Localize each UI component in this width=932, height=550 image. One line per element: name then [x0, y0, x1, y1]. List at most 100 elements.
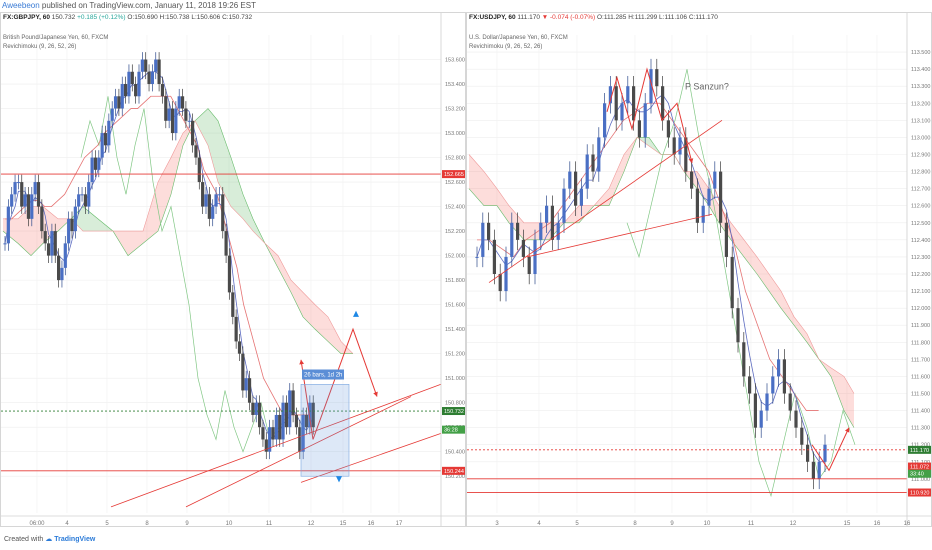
quote-line: FX:GBPJPY, 60 150.732 +0.185 (+0.12%) O:…	[3, 14, 252, 22]
chart-pane-gbpjpy[interactable]: FX:GBPJPY, 60 150.732 +0.185 (+0.12%) O:…	[0, 12, 466, 527]
candle-body	[57, 255, 61, 281]
ichimoku-cloud-segment	[315, 304, 328, 342]
candle-body	[36, 182, 41, 207]
ichimoku-cloud-segment	[609, 154, 624, 206]
chart-canvas[interactable]: 153.600 153.400 153.200 153.000 152.800 152.6…	[1, 13, 466, 527]
candle-body	[6, 206, 10, 244]
candle-body	[16, 182, 20, 184]
candle-body	[811, 461, 815, 479]
indicator-label[interactable]: Revichimoku (9, 26, 52, 26)	[469, 44, 543, 50]
price-axis-tick: 111.900	[911, 323, 930, 329]
candle-body	[194, 145, 198, 158]
brand-name[interactable]: TradingView	[54, 536, 96, 543]
price-change: +0.185 (+0.12%)	[77, 14, 126, 21]
price-label-text: 111.170	[910, 448, 929, 454]
time-axis-tick: 17	[396, 521, 403, 527]
ichimoku-cloud-segment	[291, 280, 303, 317]
candle-body	[730, 256, 734, 309]
candle-body	[140, 59, 144, 72]
ichimoku-cloud-segment	[231, 157, 243, 219]
time-axis-tick: 15	[340, 521, 347, 527]
candle-body	[154, 59, 158, 72]
candle-body	[817, 461, 821, 479]
indicator-label[interactable]: Revichimoku (9, 26, 52, 26)	[3, 44, 77, 50]
ichimoku-cloud-segment	[278, 255, 291, 293]
time-axis-tick: 8	[145, 521, 149, 527]
symbol-label[interactable]: FX:GBPJPY, 60	[3, 14, 50, 21]
time-axis-tick: 16	[904, 521, 911, 527]
measure-box	[300, 384, 350, 477]
candle-body	[759, 410, 763, 428]
price-axis-tick: 111.400	[911, 409, 930, 415]
ichimoku-cloud-segment	[697, 171, 709, 206]
author-link[interactable]: Aweebeon	[2, 1, 40, 10]
candle-body	[244, 378, 248, 391]
candle-body	[100, 133, 104, 158]
time-axis-tick: 10	[226, 521, 233, 527]
candle-body	[291, 390, 295, 415]
candle-body	[113, 96, 118, 109]
candle-body	[87, 182, 91, 207]
ichimoku-cloud-segment	[781, 291, 794, 326]
symbol-label[interactable]: FX:USDJPY, 60	[469, 14, 516, 21]
span-b-line	[468, 137, 855, 394]
price-label-box	[908, 469, 931, 478]
price-label-text: 36:28	[444, 428, 458, 434]
time-axis-tick: 11	[266, 521, 273, 527]
candle-body	[298, 427, 302, 452]
candle-body	[174, 108, 178, 134]
price-label-box	[908, 462, 931, 471]
candle-body	[10, 194, 14, 207]
arrowhead	[844, 427, 850, 433]
candle-body	[742, 342, 746, 377]
price-label-box	[442, 407, 465, 416]
price-label-box	[442, 425, 465, 434]
candle-body	[160, 84, 165, 97]
candle-body	[475, 256, 479, 258]
price-axis-tick: 150.200	[445, 474, 465, 480]
candle-body	[23, 194, 27, 207]
time-axis-tick: 06:00	[29, 521, 45, 527]
ichimoku-cloud-segment	[757, 256, 769, 292]
candle-body	[498, 274, 502, 292]
candle-body	[713, 171, 717, 189]
candle-body	[574, 171, 578, 206]
candle-body	[585, 154, 589, 189]
price-label-text: 152.665	[444, 172, 464, 178]
time-axis-tick: 11	[748, 521, 755, 527]
publish-header: Aweebeon published on TradingView.com, J…	[0, 0, 932, 12]
price-axis-tick: 153.000	[445, 131, 465, 137]
candle-body	[50, 231, 54, 256]
candle-body	[67, 218, 71, 244]
candle-body	[217, 194, 221, 196]
candle-body	[30, 194, 34, 219]
candle-body	[643, 103, 647, 138]
candle-body	[231, 292, 235, 317]
candle-body	[707, 188, 711, 206]
candle-body	[13, 182, 17, 195]
candle-body	[288, 390, 292, 428]
candle-body	[107, 120, 111, 146]
candle-body	[97, 157, 101, 170]
candle-body	[527, 256, 531, 274]
ichimoku-cloud-segment	[769, 274, 781, 309]
candle-body	[201, 182, 205, 207]
trend-line	[185, 396, 412, 508]
candle-body	[278, 414, 282, 440]
footer: Created with ☁ TradingView	[0, 530, 932, 550]
chart-title: U.S. Dollar/Japanese Yen, 60, FXCM	[469, 35, 568, 41]
price-axis-tick: 112.100	[911, 289, 930, 295]
baseline-line	[477, 102, 819, 411]
candle-body	[187, 120, 191, 122]
candle-body	[678, 137, 682, 155]
candle-body	[80, 194, 84, 196]
low-value: L:111.106	[659, 14, 687, 21]
candle-body	[504, 256, 508, 292]
time-axis-tick: 5	[575, 521, 579, 527]
time-axis-tick: 16	[874, 521, 881, 527]
chart-canvas[interactable]: 113.500 113.400 113.300 113.200 113.100 113.0…	[467, 13, 932, 527]
chart-pane-usdjpy[interactable]: FX:USDJPY, 60 111.170 ▼ -0.074 (-0.07%) …	[466, 12, 932, 527]
span-a-line	[2, 108, 353, 354]
candle-body	[649, 69, 653, 104]
price-axis-tick: 112.000	[911, 306, 930, 312]
